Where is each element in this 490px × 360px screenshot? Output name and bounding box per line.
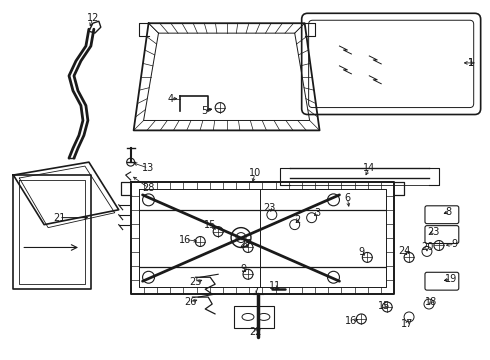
Bar <box>234 306 274 328</box>
Text: 9: 9 <box>452 239 458 249</box>
Text: 9: 9 <box>358 247 365 257</box>
Text: 11: 11 <box>269 281 281 291</box>
Text: 18: 18 <box>425 297 437 307</box>
Text: 19: 19 <box>445 274 457 284</box>
Text: 15: 15 <box>378 301 391 311</box>
Text: 17: 17 <box>401 319 413 329</box>
Text: 4: 4 <box>168 94 173 104</box>
Text: 1: 1 <box>467 58 474 68</box>
Text: 6: 6 <box>344 193 350 203</box>
Text: 26: 26 <box>184 297 196 307</box>
Text: 16: 16 <box>345 316 358 326</box>
Text: 27: 27 <box>239 239 251 249</box>
Text: 2: 2 <box>294 215 301 225</box>
Text: 16: 16 <box>179 234 192 244</box>
Text: 20: 20 <box>421 243 433 252</box>
Text: 28: 28 <box>143 183 155 193</box>
Text: 25: 25 <box>189 277 201 287</box>
Text: 13: 13 <box>143 163 155 173</box>
Text: 21: 21 <box>53 213 65 223</box>
Text: 1: 1 <box>467 58 474 68</box>
Text: 24: 24 <box>398 247 410 256</box>
Text: 23: 23 <box>428 226 440 237</box>
Text: 23: 23 <box>264 203 276 213</box>
Text: 22: 22 <box>250 327 262 337</box>
Text: 9: 9 <box>240 264 246 274</box>
Text: 3: 3 <box>315 208 320 218</box>
Text: 15: 15 <box>204 220 217 230</box>
Text: 12: 12 <box>87 13 99 23</box>
Text: 5: 5 <box>201 105 207 116</box>
Text: 8: 8 <box>446 207 452 217</box>
Text: 10: 10 <box>249 168 261 178</box>
Text: 7: 7 <box>252 287 258 297</box>
Text: 14: 14 <box>363 163 375 173</box>
